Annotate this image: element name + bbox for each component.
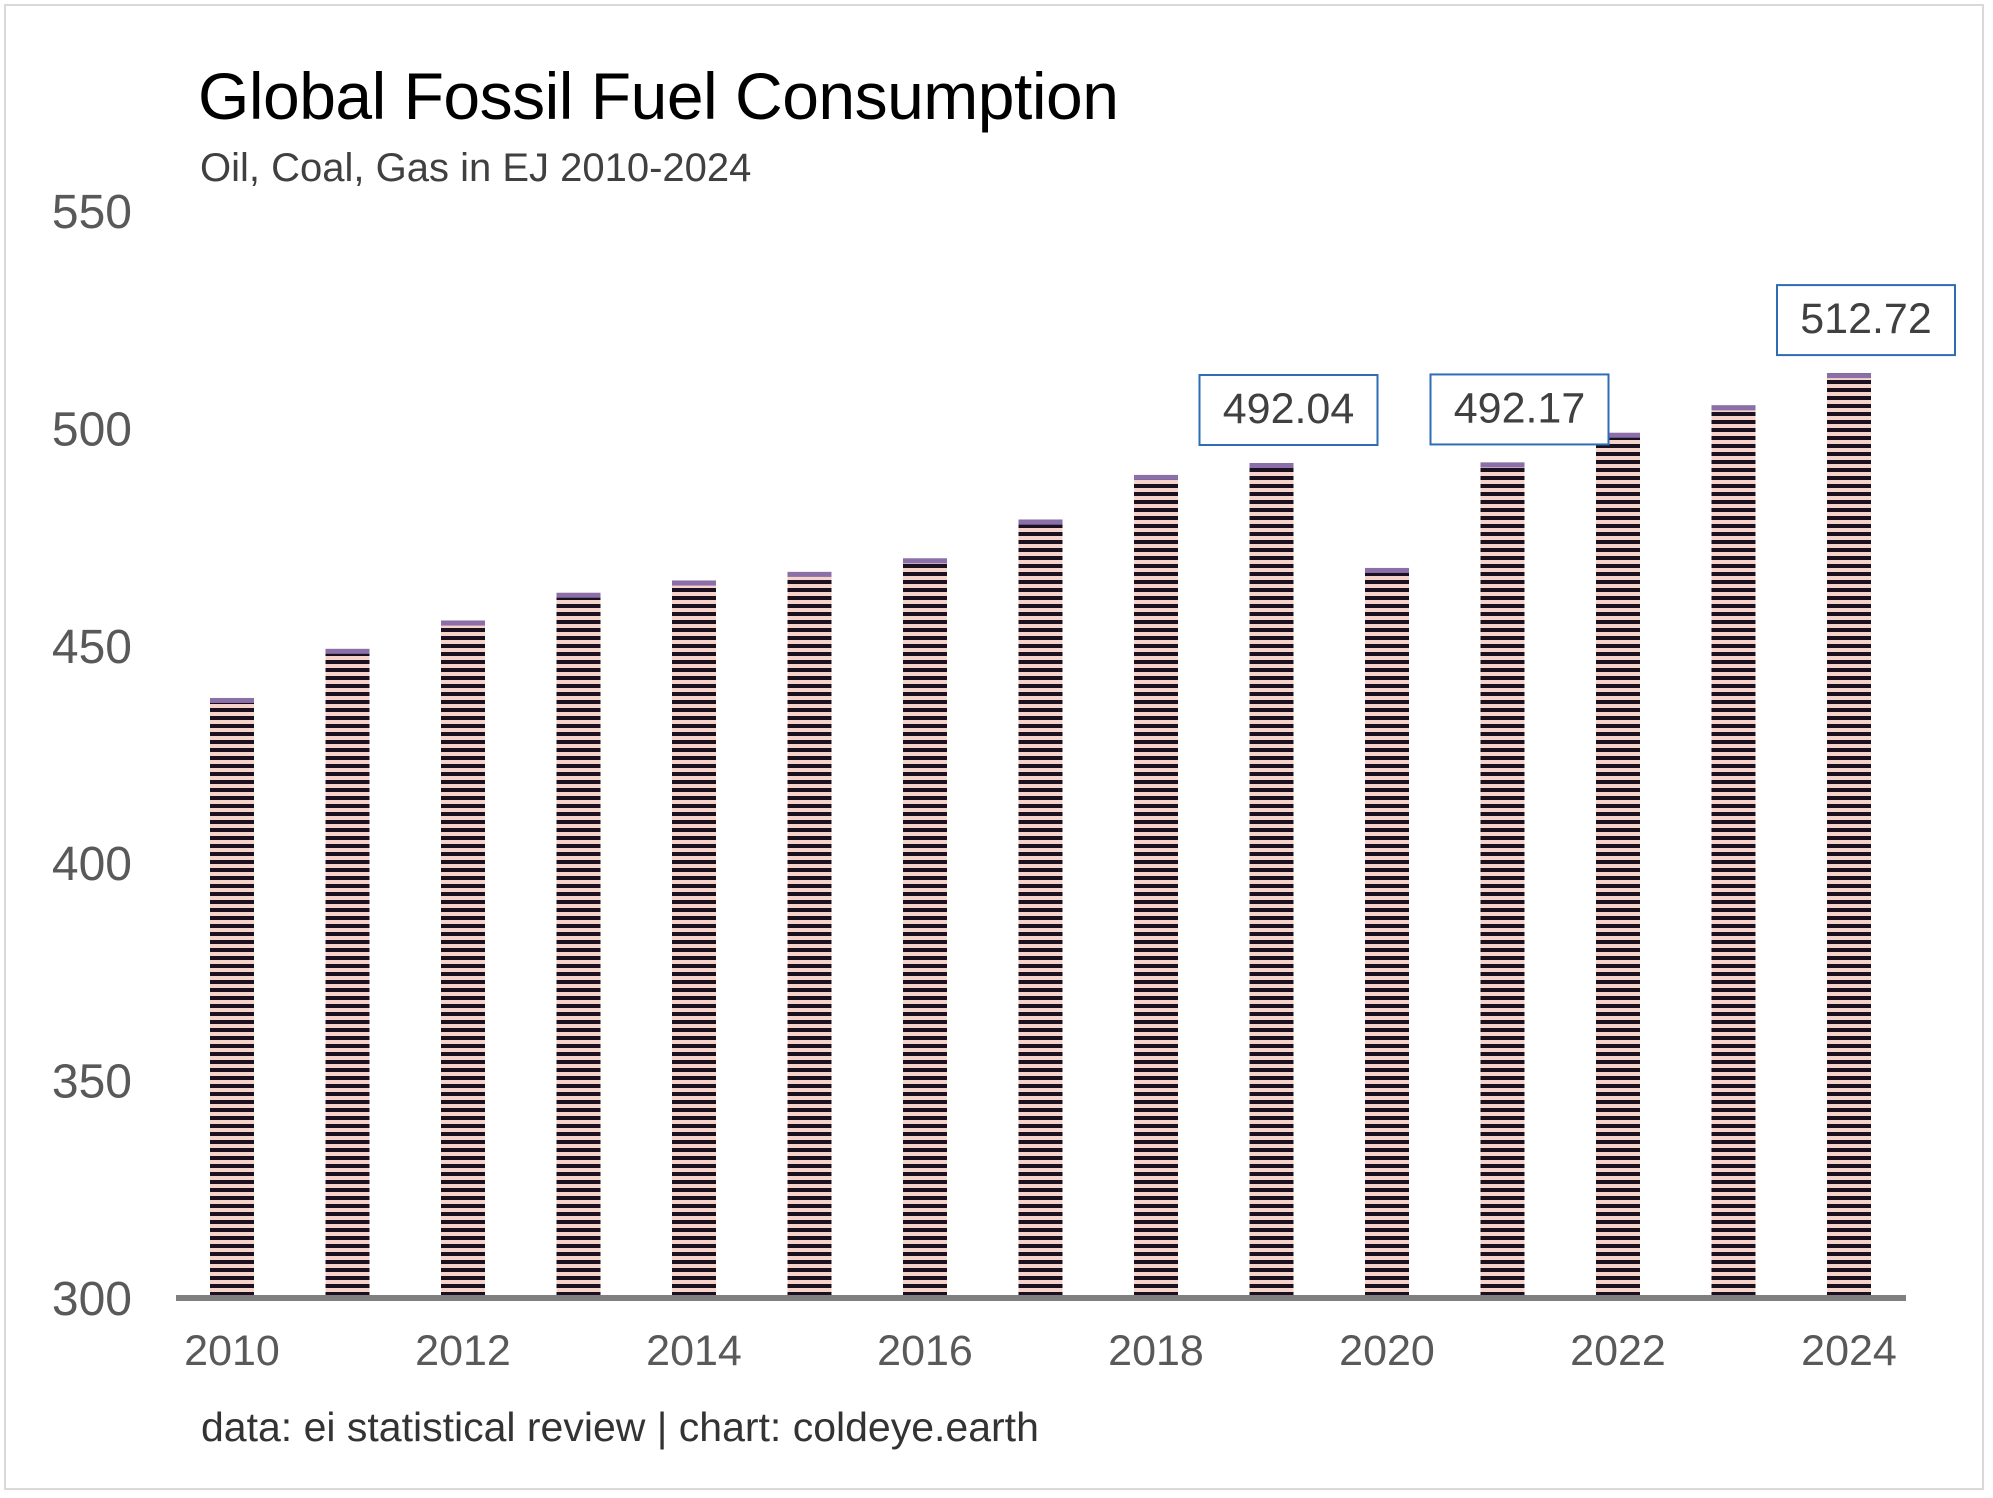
bar: [1827, 373, 1871, 1298]
x-tick-label: 2020: [1339, 1327, 1435, 1375]
bar: [1134, 474, 1178, 1299]
chart-source: data: ei statistical review | chart: col…: [201, 1404, 1039, 1450]
chart-subtitle: Oil, Coal, Gas in EJ 2010-2024: [200, 146, 752, 190]
bar: [903, 558, 947, 1298]
bar-2010: [210, 697, 254, 1298]
x-tick-label: 2012: [415, 1327, 511, 1375]
bar: [210, 697, 254, 1298]
bar-2019: [1249, 463, 1294, 1298]
data-labels: 492.04 492.17 512.72: [1198, 284, 1956, 447]
bar-2013: [556, 592, 601, 1298]
y-tick-label: 400: [52, 838, 132, 891]
bar-2015: [787, 571, 832, 1298]
bar: [1480, 462, 1525, 1299]
bar-2018: [1134, 474, 1178, 1299]
bar-top: [1827, 373, 1871, 379]
bar: [556, 592, 601, 1298]
bar-2022: [1596, 432, 1640, 1298]
y-tick-label: 500: [52, 403, 132, 456]
x-tick-label: 2022: [1570, 1327, 1666, 1375]
bar-top: [210, 697, 254, 703]
bar-top: [325, 648, 370, 654]
data-label-2019: 492.04: [1198, 374, 1379, 447]
y-tick-label: 450: [52, 621, 132, 674]
bar: [1365, 567, 1409, 1298]
x-tick-label: 2016: [877, 1327, 973, 1375]
data-label-box: [1429, 373, 1610, 446]
data-label-2021: 492.17: [1429, 373, 1610, 446]
data-label-box: [1198, 374, 1379, 447]
bar: [1596, 432, 1640, 1298]
bar-top: [672, 580, 716, 586]
bar-top: [1249, 463, 1294, 469]
bar-top: [903, 558, 947, 564]
x-tick-label: 2014: [646, 1327, 742, 1375]
bar-2011: [325, 648, 370, 1298]
bar-2021: [1480, 462, 1525, 1299]
bar: [672, 580, 716, 1298]
bar-top: [1365, 567, 1409, 573]
x-tick-label: 2010: [184, 1327, 280, 1375]
data-label-text: 492.04: [1223, 385, 1355, 433]
x-tick-label: 2024: [1801, 1327, 1897, 1375]
bar: [1018, 519, 1063, 1298]
y-tick-label: 350: [52, 1056, 132, 1109]
bar-top: [1596, 432, 1640, 438]
x-tick-label: 2018: [1108, 1327, 1204, 1375]
y-tick-label: 300: [52, 1273, 132, 1326]
x-axis-ticks: 2010 2012 2014 2016 2018 2020 2022 2024: [184, 1327, 1897, 1375]
data-label-box: [1776, 284, 1956, 357]
bar-top: [556, 592, 601, 598]
bar: [441, 620, 485, 1298]
y-tick-label: 550: [52, 186, 132, 239]
data-label-2024: 512.72: [1776, 284, 1956, 357]
bar-top: [1480, 462, 1525, 468]
bar-top: [1134, 474, 1178, 480]
bar-2023: [1711, 405, 1756, 1298]
bar-top: [787, 571, 832, 577]
bar-2014: [672, 580, 716, 1298]
bar-2020: [1365, 567, 1409, 1298]
bars: [210, 373, 1871, 1299]
bar: [1711, 405, 1756, 1298]
data-label-text: 492.17: [1454, 384, 1586, 432]
bar-top: [441, 620, 485, 626]
bar-2016: [903, 558, 947, 1298]
chart-title: Global Fossil Fuel Consumption: [198, 59, 1119, 133]
bar-2012: [441, 620, 485, 1298]
bar-top: [1711, 405, 1756, 411]
bar: [787, 571, 832, 1298]
y-axis-ticks: 300 350 400 450 500 550: [52, 186, 132, 1326]
bar-top: [1018, 519, 1063, 525]
bar: [325, 648, 370, 1298]
bar: [1249, 463, 1294, 1298]
bar-2017: [1018, 519, 1063, 1298]
bar-2024: [1827, 373, 1871, 1298]
data-label-text: 512.72: [1800, 295, 1932, 343]
